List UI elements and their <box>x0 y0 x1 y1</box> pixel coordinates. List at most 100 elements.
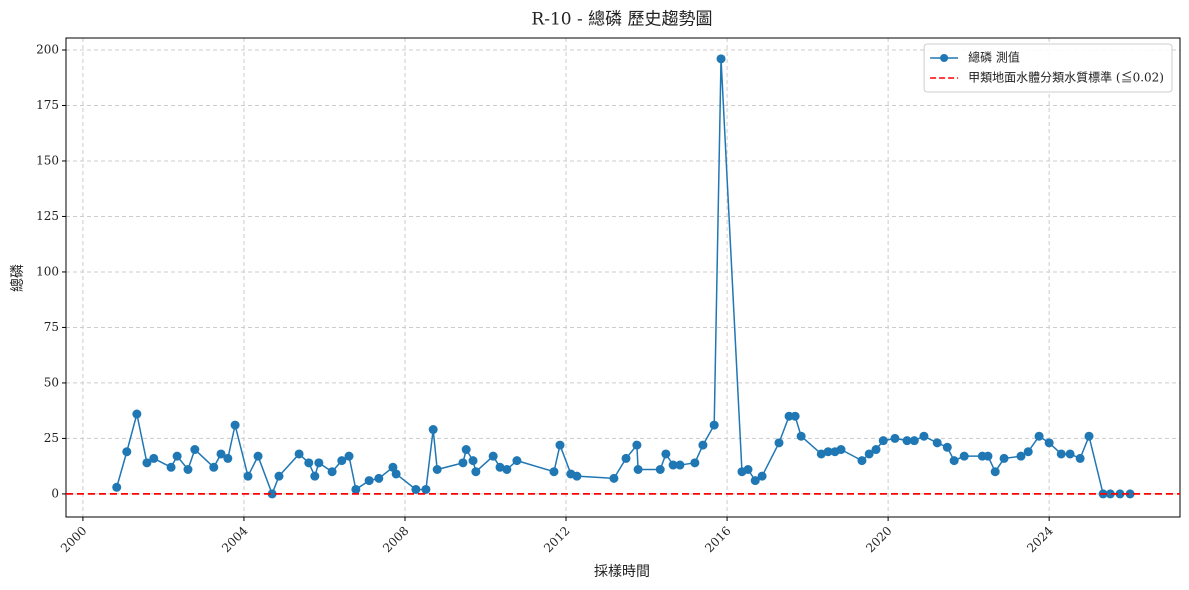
data-point <box>902 436 912 446</box>
plot-frame <box>65 37 1181 518</box>
data-point <box>1034 431 1044 441</box>
data-point <box>411 484 421 494</box>
data-point <box>983 451 993 461</box>
x-tick-label: 2000 <box>58 524 89 555</box>
data-point <box>294 449 304 459</box>
data-point <box>816 449 826 459</box>
data-point <box>488 451 498 461</box>
data-point <box>823 447 833 457</box>
data-point <box>890 433 900 443</box>
data-point <box>790 411 800 421</box>
x-axis-label: 採樣時間 <box>594 563 650 580</box>
data-point <box>555 440 565 450</box>
data-point <box>190 445 200 455</box>
data-point <box>112 482 122 492</box>
data-point <box>458 458 468 468</box>
data-point <box>122 447 132 457</box>
data-point <box>364 476 374 486</box>
data-point <box>743 464 753 474</box>
data-point <box>1125 489 1135 499</box>
data-point <box>1075 453 1085 463</box>
data-point <box>1115 489 1125 499</box>
data-point <box>919 431 929 441</box>
y-tick-label: 125 <box>36 209 59 223</box>
data-point <box>675 460 685 470</box>
data-point <box>774 438 784 448</box>
data-point <box>633 464 643 474</box>
data-point <box>1105 489 1115 499</box>
data-point <box>1044 438 1054 448</box>
y-tick-label: 0 <box>51 486 59 500</box>
data-point <box>388 462 398 472</box>
y-tick-label: 50 <box>44 375 59 389</box>
data-point <box>267 489 277 499</box>
data-point <box>253 451 263 461</box>
data-point <box>932 438 942 448</box>
data-point <box>223 453 233 463</box>
data-point <box>909 436 919 446</box>
data-point <box>549 467 559 477</box>
data-point <box>374 473 384 483</box>
x-tick-label: 2008 <box>380 524 411 555</box>
data-point <box>878 436 888 446</box>
data-point <box>796 431 806 441</box>
legend-marker <box>940 54 949 62</box>
data-point <box>461 445 471 455</box>
legend-label: 總磷 測值 <box>968 50 1020 65</box>
data-point <box>391 469 401 479</box>
data-point <box>942 442 952 452</box>
data-point <box>471 467 481 477</box>
data-point <box>243 471 253 481</box>
data-point <box>337 456 347 466</box>
chart-title: R-10 - 總磷 歷史趨勢圖 <box>531 10 712 30</box>
data-point <box>698 440 708 450</box>
data-point <box>183 464 193 474</box>
data-point <box>344 451 354 461</box>
x-tick-label: 2012 <box>541 524 572 555</box>
data-point <box>857 456 867 466</box>
data-point <box>166 462 176 472</box>
data-point <box>621 453 631 463</box>
data-point <box>274 471 284 481</box>
data-point <box>757 471 767 481</box>
data-point <box>230 420 240 430</box>
data-point <box>172 451 182 461</box>
data-point <box>668 460 678 470</box>
data-line <box>116 58 1131 497</box>
x-tick-label: 2024 <box>1024 523 1056 555</box>
data-point <box>661 449 671 459</box>
data-point <box>716 54 726 64</box>
data-point <box>864 449 874 459</box>
data-point <box>421 484 431 494</box>
data-point <box>572 471 582 481</box>
y-tick-label: 25 <box>44 431 59 445</box>
data-point <box>132 409 142 419</box>
data-point <box>1084 431 1094 441</box>
x-tick-label: 2016 <box>702 524 733 555</box>
data-point <box>690 458 700 468</box>
y-tick-label: 100 <box>36 264 59 278</box>
x-tick-label: 2020 <box>863 524 894 555</box>
data-point <box>709 420 719 430</box>
data-point <box>609 473 619 483</box>
data-point <box>871 445 881 455</box>
data-point <box>310 471 320 481</box>
legend-label: 甲類地面水體分類水質標準 (≦0.02) <box>968 70 1164 85</box>
data-point <box>836 445 846 455</box>
y-axis-label: 總磷 <box>9 264 26 292</box>
data-point <box>1056 449 1066 459</box>
data-point <box>351 484 361 494</box>
data-point <box>1065 449 1075 459</box>
data-point <box>632 440 642 450</box>
data-point <box>428 425 438 435</box>
data-point <box>209 462 219 472</box>
data-point <box>149 453 159 463</box>
data-point <box>1016 451 1026 461</box>
data-point <box>512 456 522 466</box>
data-point <box>655 464 665 474</box>
x-tick-label: 2004 <box>219 523 251 555</box>
data-point <box>750 476 760 486</box>
y-tick-label: 150 <box>36 153 59 167</box>
y-tick-label: 75 <box>44 320 59 334</box>
